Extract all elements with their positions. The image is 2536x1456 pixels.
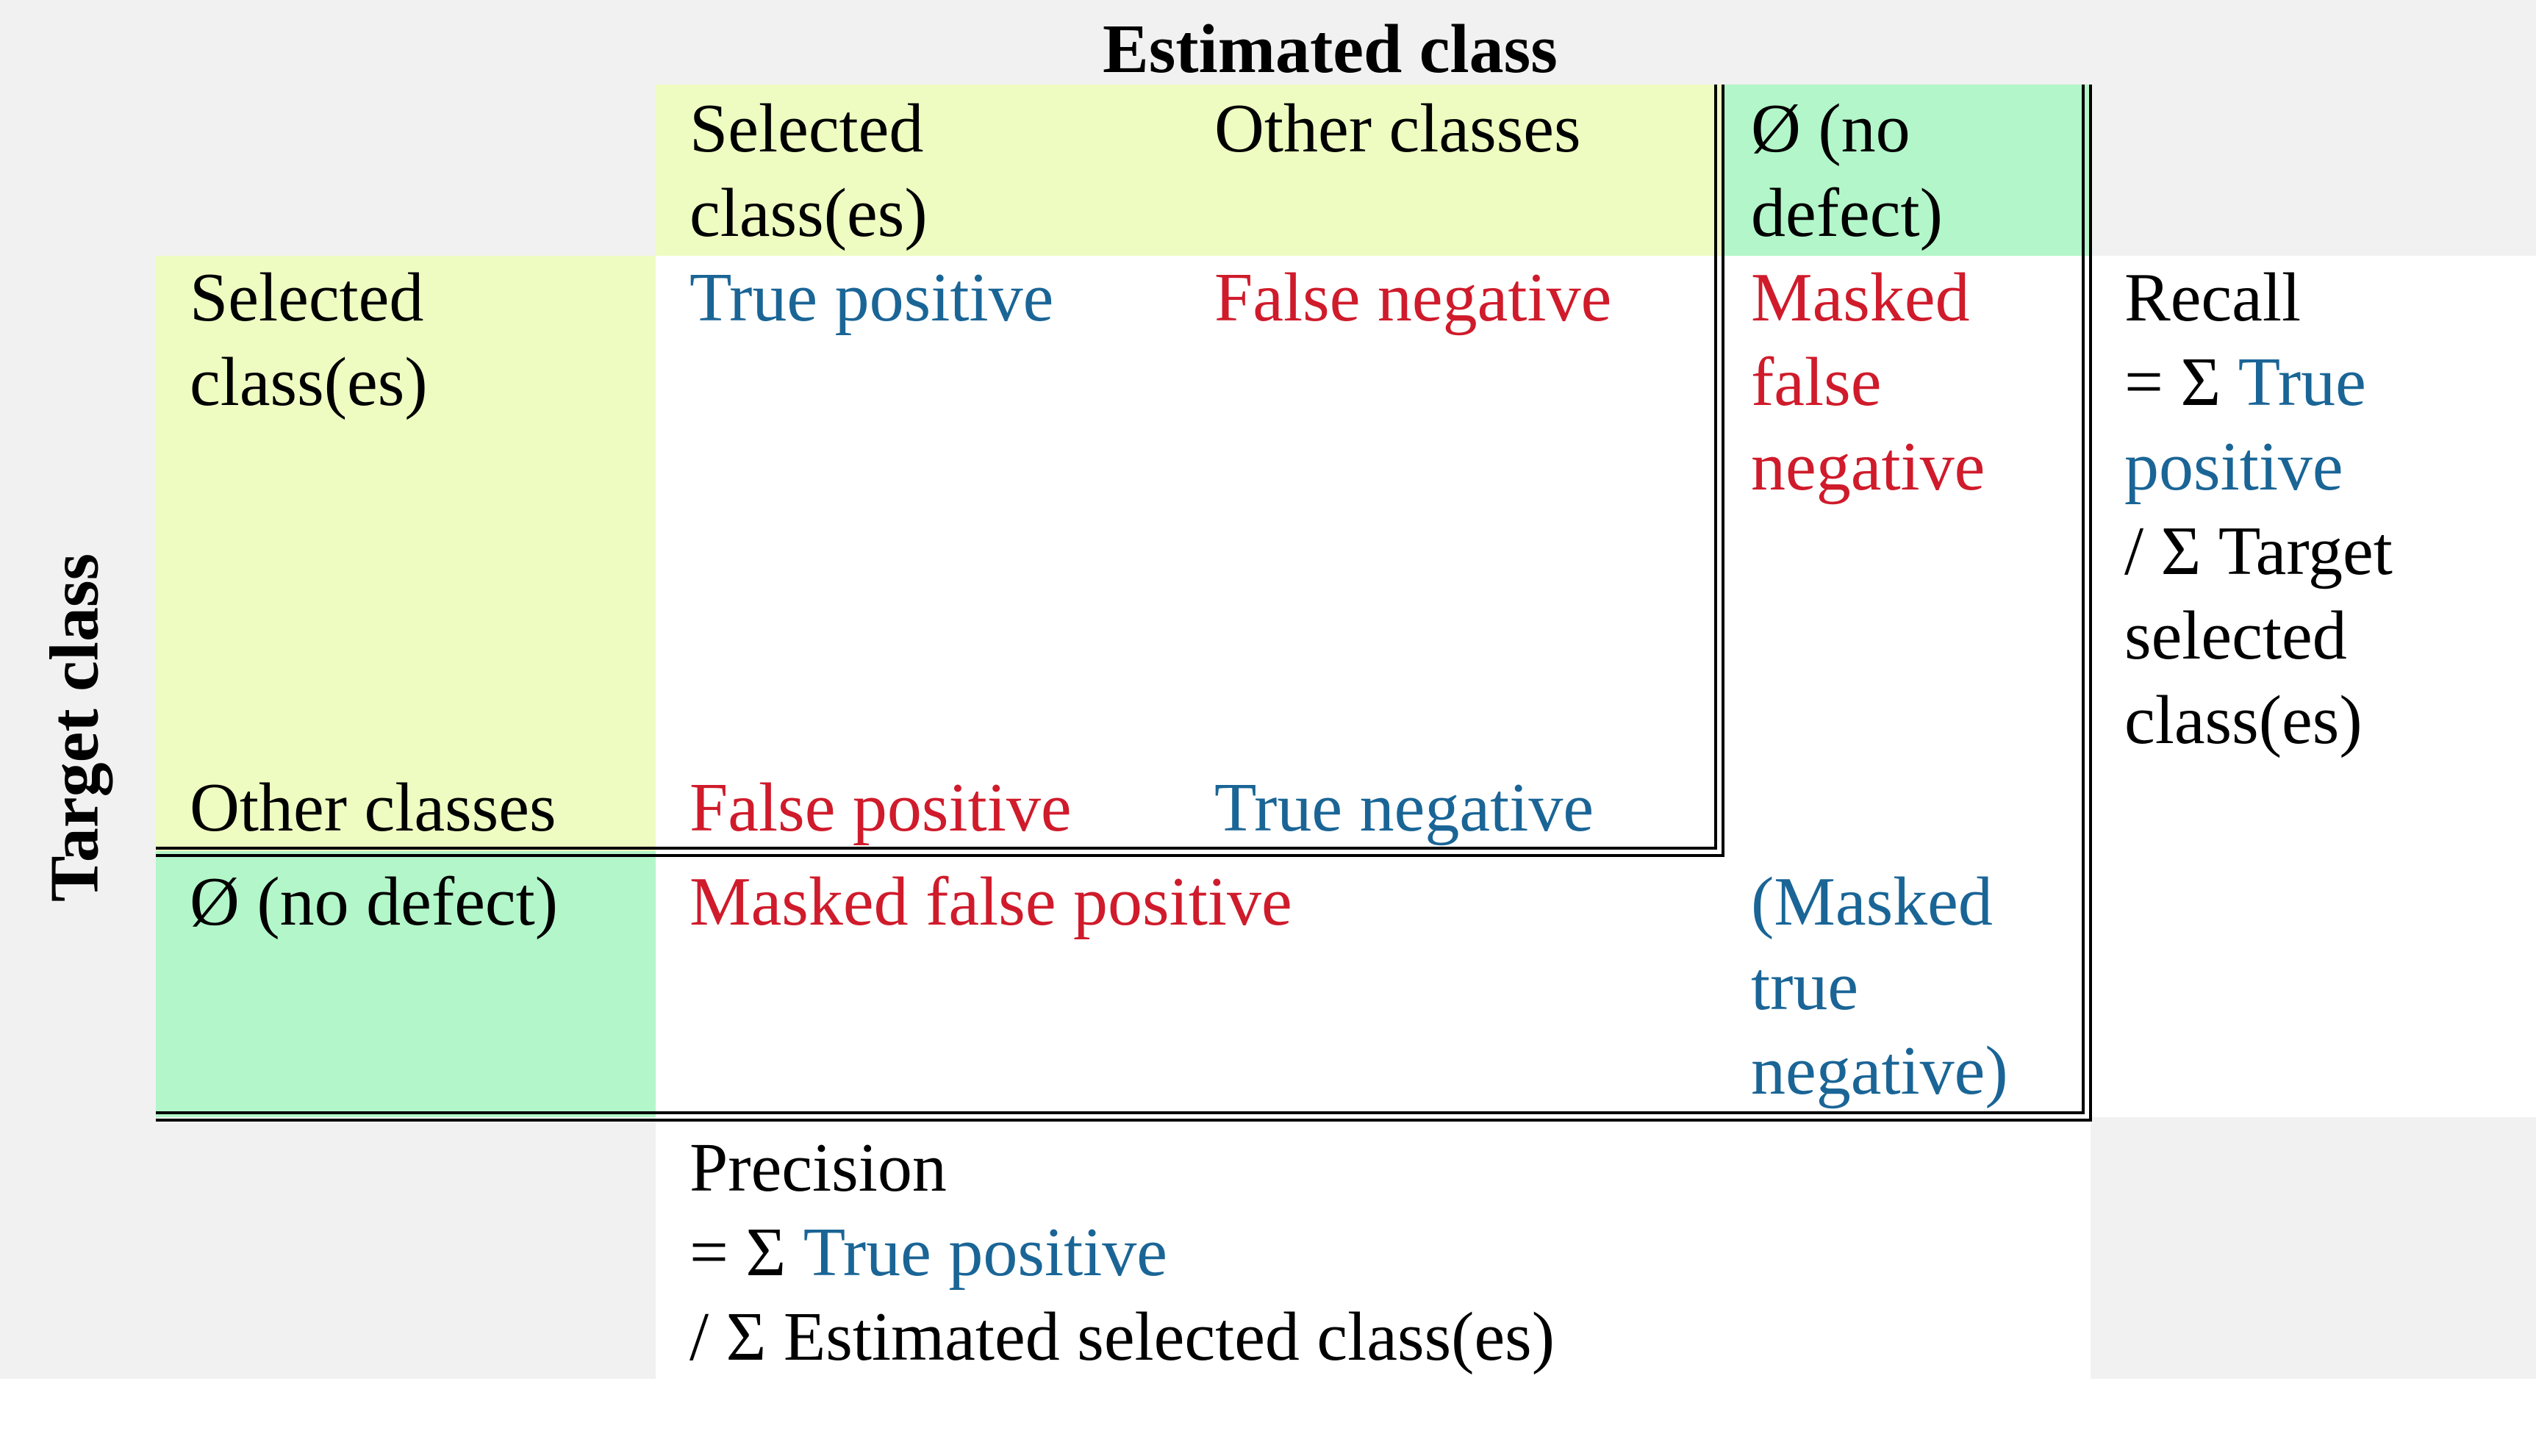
right-top-gray-bg: [2091, 0, 2536, 256]
estimated-selected-header-line1: Selected: [689, 90, 924, 167]
precision-formula-line2: = Σ True positive: [689, 1211, 1167, 1295]
estimated-none-header-bg: [1722, 85, 2089, 256]
recall-formula-line4: / Σ Target: [2124, 513, 2393, 589]
target-other-header: Other classes: [190, 770, 556, 846]
estimated-class-title: Estimated class: [1103, 11, 1558, 87]
masked-false-negative-line1: Masked: [1751, 259, 1970, 336]
precision-true-positive: True positive: [803, 1214, 1168, 1291]
recall-white-bg: [2091, 256, 2536, 1117]
masked-false-positive-cell: Masked false positive: [689, 864, 1292, 940]
outer-box-bottom-line-inner: [156, 1111, 2085, 1114]
inner-box-right-line-outer: [1722, 85, 1724, 856]
masked-false-negative-line3: negative: [1751, 428, 1985, 505]
target-class-title: Target class: [36, 553, 113, 903]
target-none-header: Ø (no defect): [190, 864, 559, 940]
right-bottom-gray-bg: [2091, 1117, 2536, 1379]
recall-title: Recall: [2124, 259, 2302, 336]
target-header-bg: [156, 256, 656, 851]
recall-formula-line5: selected: [2124, 598, 2347, 674]
matrix-body-bg: [656, 256, 2089, 1117]
target-selected-header-line2: class(es): [190, 344, 428, 420]
recall-sum-prefix: = Σ: [2124, 344, 2238, 420]
masked-false-negative-line2: false: [1751, 344, 1882, 420]
recall-formula-line2: = Σ True: [2124, 340, 2366, 425]
precision-title: Precision: [689, 1130, 947, 1206]
recall-true-word: True: [2238, 344, 2366, 420]
false-positive-cell: False positive: [689, 770, 1072, 846]
recall-formula-line6: class(es): [2124, 682, 2363, 759]
inner-box-right-line-inner: [1714, 85, 1717, 849]
recall-positive-word: positive: [2124, 428, 2343, 505]
outer-box-bottom-line-outer: [156, 1119, 2092, 1122]
outer-box-right-line-inner: [2082, 85, 2085, 1113]
true-positive-cell: True positive: [689, 259, 1054, 336]
estimated-none-header-line2: defect): [1751, 175, 1943, 251]
true-negative-cell: True negative: [1214, 770, 1594, 846]
masked-true-negative-line1: (Masked: [1751, 864, 1993, 940]
masked-true-negative-line3: negative): [1751, 1033, 2008, 1109]
precision-sum-prefix: = Σ: [689, 1214, 803, 1291]
outer-box-right-line-outer: [2089, 85, 2092, 1121]
estimated-header-bg: [656, 85, 1722, 256]
estimated-other-header: Other classes: [1214, 90, 1581, 167]
target-none-header-bg: [156, 851, 656, 1117]
bottom-left-gray-bg: [0, 1117, 656, 1379]
estimated-selected-header-line2: class(es): [689, 175, 928, 251]
inner-box-bottom-line-outer: [156, 854, 1724, 857]
below-diagram-white-bg: [0, 1379, 2536, 1456]
precision-formula-line3: / Σ Estimated selected class(es): [689, 1299, 1555, 1375]
false-negative-cell: False negative: [1214, 259, 1612, 336]
precision-white-bg: [656, 1117, 2091, 1379]
target-selected-header-line1: Selected: [190, 259, 424, 336]
estimated-none-header-line1: Ø (no: [1751, 90, 1910, 167]
masked-true-negative-line2: true: [1751, 948, 1859, 1025]
inner-box-bottom-line-inner: [156, 847, 1717, 850]
